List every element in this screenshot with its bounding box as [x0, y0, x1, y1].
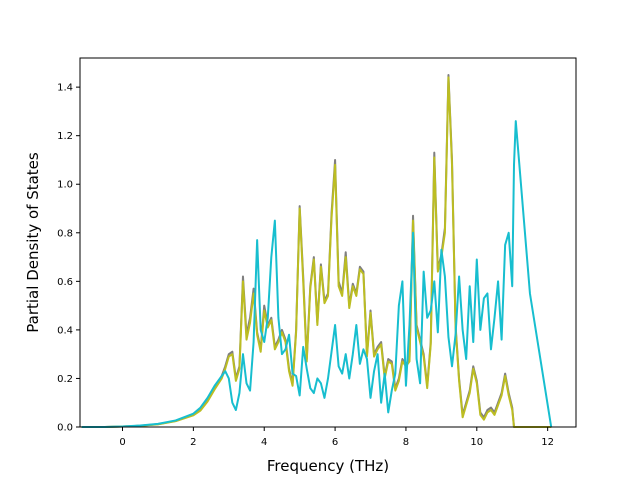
y-tick-label: 0.8 [57, 228, 73, 239]
x-axis: 0 2 4 6 8 10 12 [119, 427, 554, 448]
x-tick-label: 6 [332, 437, 338, 448]
x-tick-label: 0 [119, 437, 125, 448]
y-tick-label: 1.4 [57, 83, 73, 94]
x-tick-label: 10 [470, 437, 483, 448]
y-axis-label: Partial Density of States [24, 152, 42, 333]
y-tick-label: 0.6 [57, 277, 73, 288]
y-tick-label: 0.4 [57, 325, 73, 336]
x-tick-label: 4 [261, 437, 267, 448]
pdos-series-line-3 [81, 120, 553, 428]
plot-frame [79, 57, 577, 428]
series-layer [81, 73, 553, 428]
pdos-series-line-2 [81, 76, 552, 428]
y-axis: 0.0 0.2 0.4 0.6 0.8 1.0 1.2 1.4 [57, 83, 80, 434]
y-tick-label: 0.2 [57, 374, 73, 385]
y-tick-label: 1.0 [57, 180, 73, 191]
y-tick-label: 1.2 [57, 131, 73, 142]
x-tick-label: 8 [403, 437, 409, 448]
y-tick-label: 0.0 [57, 423, 73, 434]
x-tick-label: 12 [541, 437, 554, 448]
x-tick-label: 2 [190, 437, 196, 448]
x-axis-label: Frequency (THz) [267, 457, 389, 475]
